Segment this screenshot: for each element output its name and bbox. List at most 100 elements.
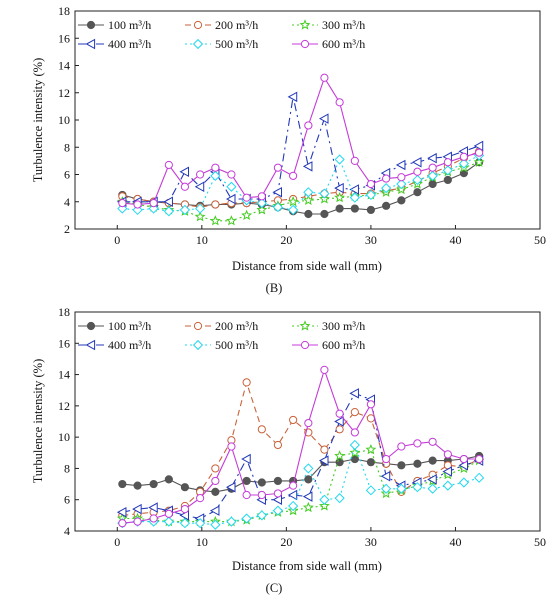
data-point [334,182,344,194]
data-point [350,204,359,213]
y-axis-label-c: Turbulence intensity (%) [31,359,45,484]
data-point [227,170,236,179]
legend-entry: 400 m³/h [78,37,151,51]
legend-label: 300 m³/h [322,18,365,32]
legend-swatch-marker [300,340,310,350]
y-tick-label: 8 [64,140,70,154]
legend-label: 200 m³/h [215,319,258,333]
series-layer-c [116,365,485,530]
data-point [320,365,329,374]
x-tick-label: 20 [280,233,292,247]
data-point [195,203,206,214]
data-point [413,167,422,176]
legend-label: 100 m³/h [108,319,151,333]
data-point [382,454,391,464]
data-point [396,178,407,190]
legend-swatch-marker [192,38,204,50]
x-tick-label: 0 [114,535,120,549]
data-point [225,215,237,226]
data-point [302,501,314,513]
series-line [122,76,480,206]
data-point [241,453,251,465]
data-point [380,471,391,482]
data-point [273,476,283,486]
data-point [211,163,220,172]
legend-swatch-marker [192,339,204,351]
data-point [303,463,314,474]
data-point [164,160,173,170]
data-point [211,200,220,209]
legend-label: 400 m³/h [108,338,151,352]
data-point [196,494,205,503]
legend-entry: 200 m³/h [185,319,258,333]
data-point [163,196,173,207]
data-point [381,183,392,194]
y-tick-label: 6 [64,168,70,182]
data-point [366,179,376,189]
data-point [396,483,407,494]
legend-swatch-marker [299,320,311,331]
y-tick-label: 6 [64,493,70,507]
series-line [122,154,480,212]
data-point [442,480,453,491]
ticks-layer-c: 0 10 20 30 40 50 4 6 8 10 12 14 16 18 [58,305,546,549]
panel-label-c: (C) [266,581,283,595]
data-point [303,187,314,198]
data-point [349,388,359,399]
y-tick-label: 12 [58,86,70,100]
data-point [319,188,330,199]
data-point [427,474,437,485]
data-point [365,485,377,496]
legend-entry: 600 m³/h [292,37,365,51]
data-point [287,196,299,207]
data-point [413,439,422,448]
data-point [272,505,284,516]
legend-entry: 500 m³/h [185,37,258,51]
ticks-layer-b: 0 10 20 30 40 50 2 4 6 8 10 12 14 16 18 [58,4,546,247]
data-point [289,171,298,180]
data-point [272,202,284,213]
data-point [395,159,406,171]
data-point [334,493,345,504]
data-point [320,73,329,82]
y-tick-label: 14 [58,368,70,382]
legend-entry: 600 m³/h [292,338,365,352]
data-point [225,193,236,205]
data-point [350,408,359,417]
data-point [242,378,251,387]
data-point [428,437,437,446]
data-point [397,461,406,470]
legend-swatch-marker [299,19,311,30]
y-tick-label: 8 [64,461,70,475]
legend-label: 600 m³/h [322,338,365,352]
data-point [335,409,344,418]
data-point [273,440,283,450]
y-tick-label: 16 [58,31,70,45]
data-point [458,477,470,488]
data-point [412,174,423,186]
data-point [350,156,359,165]
data-point [149,514,158,523]
data-point [428,456,437,465]
series-6 [118,73,484,209]
data-point [443,175,452,185]
y-tick-label: 4 [64,195,70,209]
data-point [194,181,205,193]
data-point [366,458,376,467]
data-point [256,204,268,215]
data-point [475,148,484,157]
data-point [302,161,313,172]
legend-label: 600 m³/h [322,37,365,51]
data-point [334,450,346,461]
data-point [256,198,267,209]
data-point [397,173,406,182]
x-tick-label: 40 [449,233,461,247]
data-point [304,418,313,428]
data-point [318,455,329,466]
data-point [257,490,266,500]
x-tick-label: 30 [365,233,377,247]
data-point [163,206,174,217]
data-point [180,505,190,514]
data-point [273,489,283,498]
data-point [164,509,173,518]
